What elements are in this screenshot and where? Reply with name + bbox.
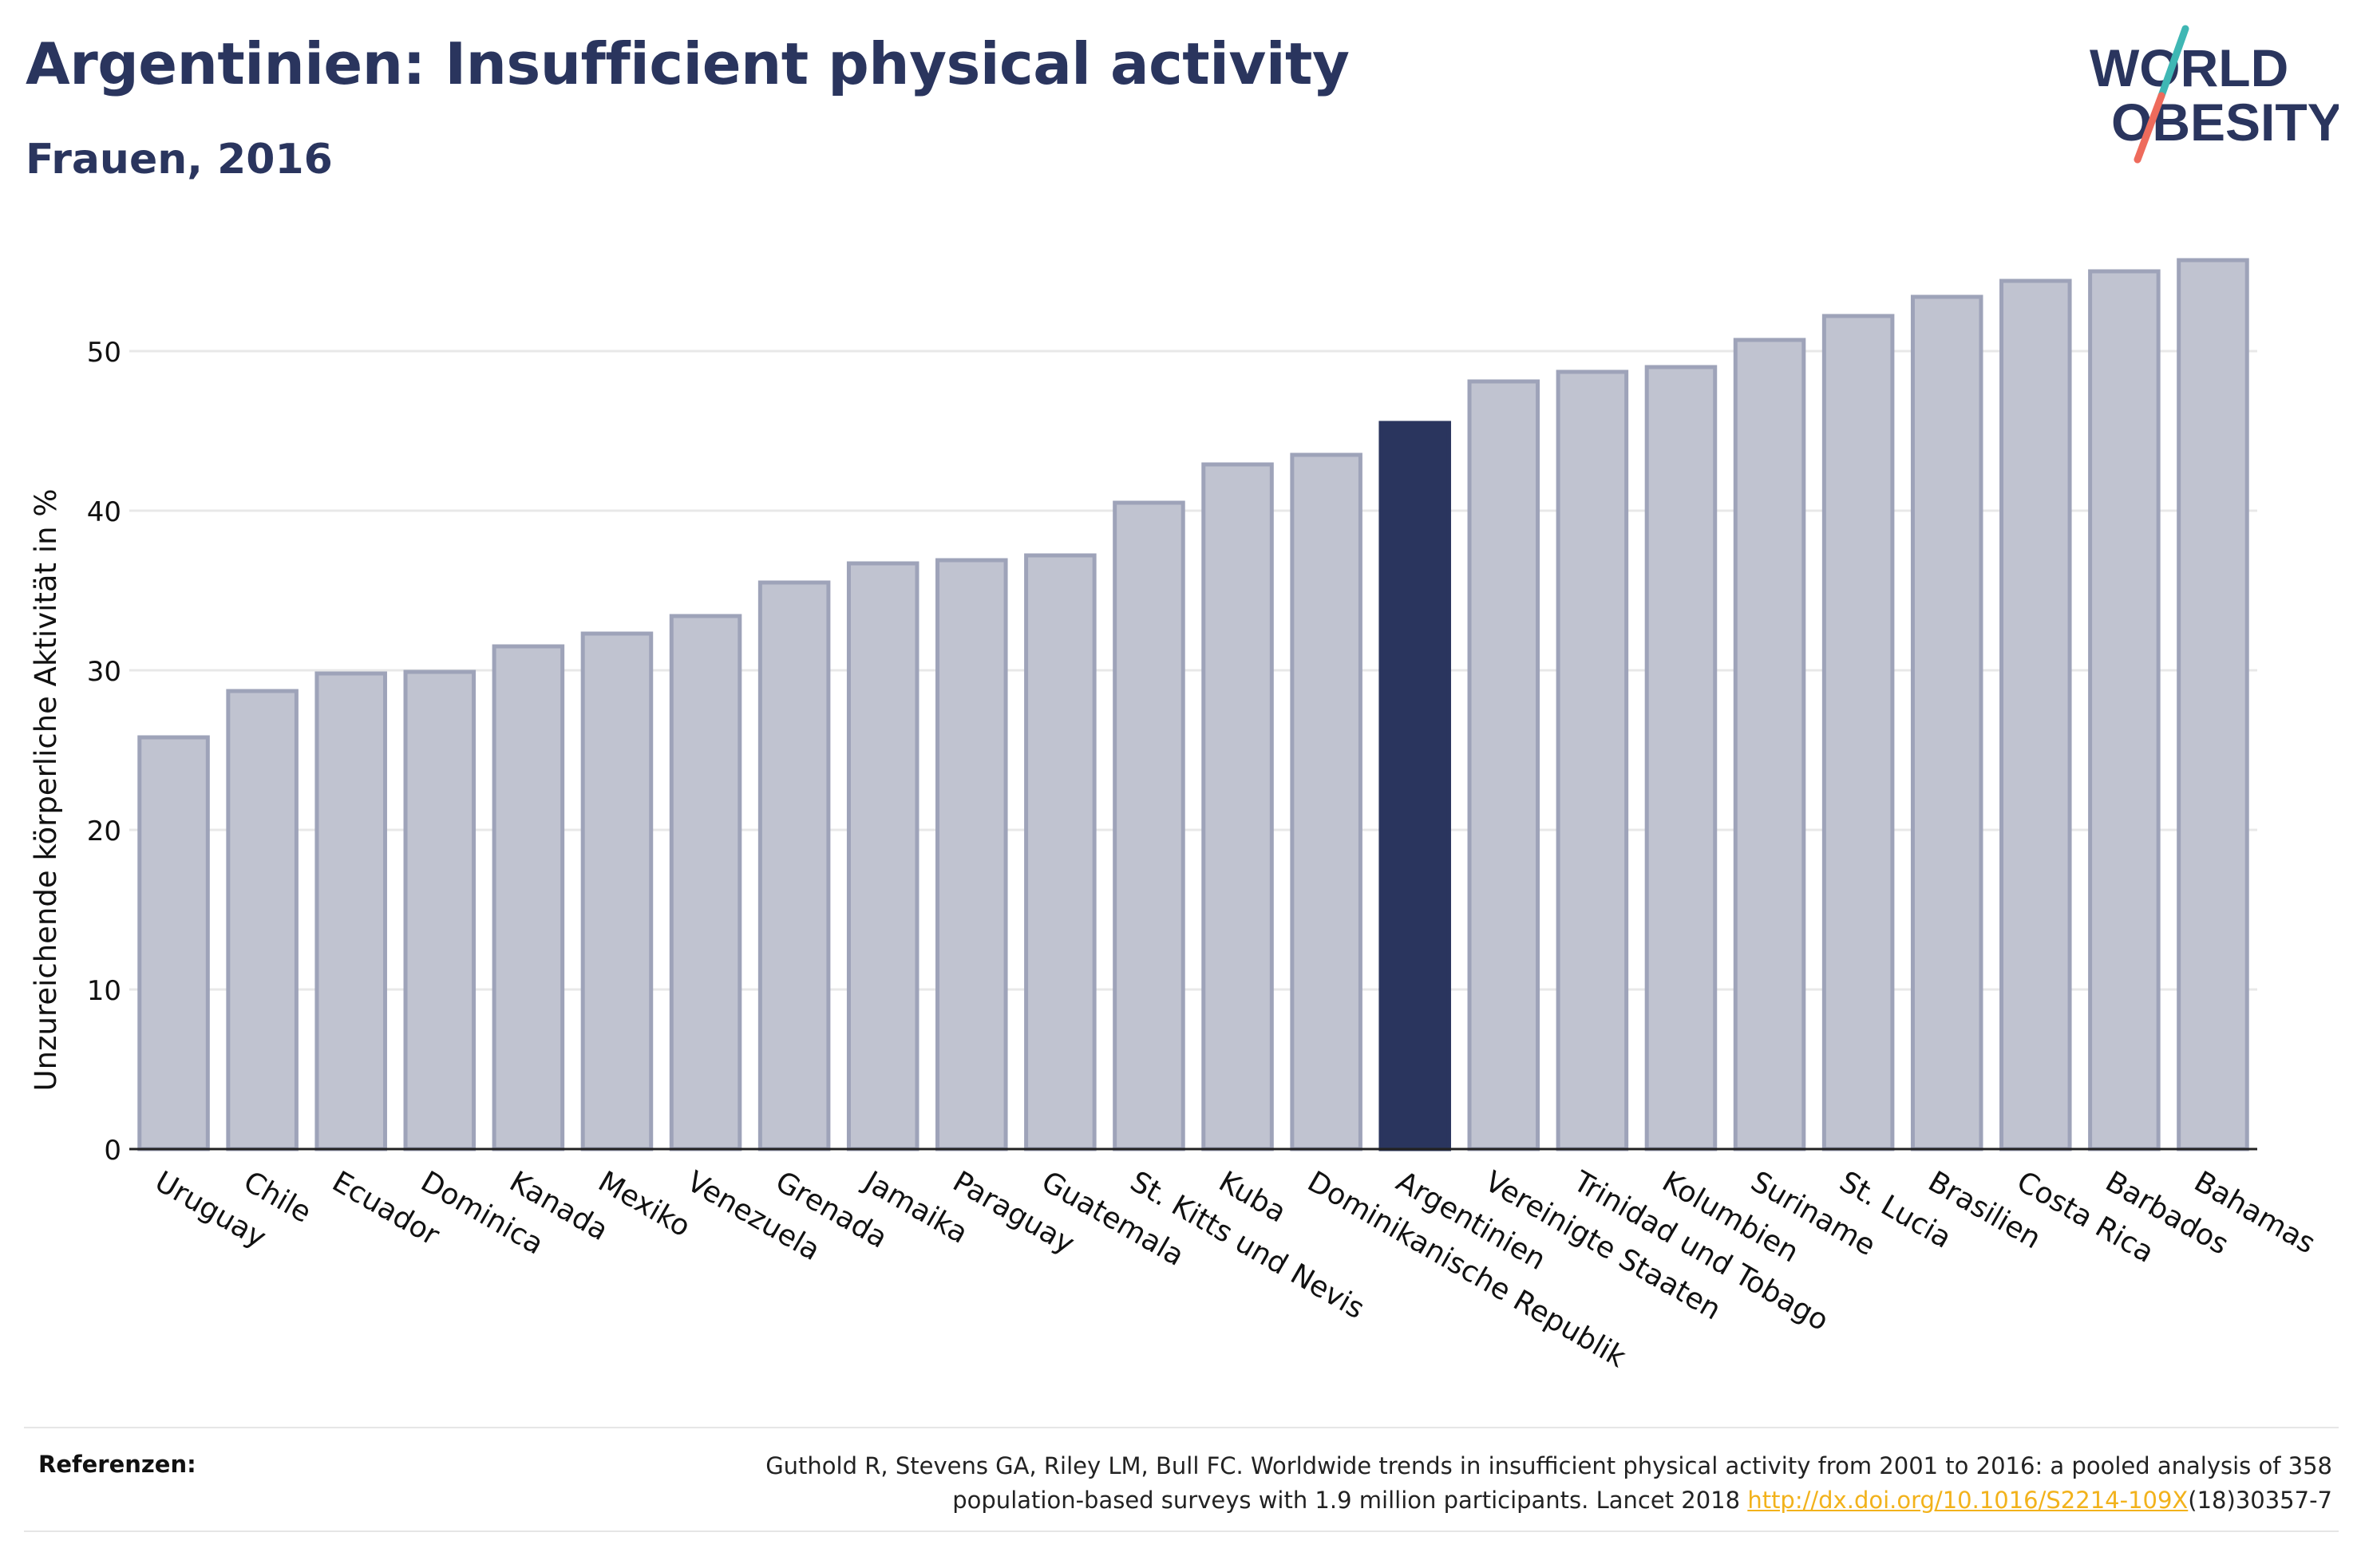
bar-barbados xyxy=(2088,269,2161,1151)
y-tick-label: 0 xyxy=(104,1135,121,1167)
bar-chile xyxy=(226,689,299,1151)
y-tick-labels: 0 10 20 30 40 50 xyxy=(87,337,121,1167)
bar-dominica xyxy=(403,669,477,1151)
y-tick-label: 50 xyxy=(87,337,121,369)
y-tick-label: 20 xyxy=(87,816,121,847)
bar-grenada xyxy=(757,580,831,1151)
bar-uruguay xyxy=(137,735,210,1151)
bar-suriname xyxy=(1733,338,1806,1151)
bar-brasilien xyxy=(1910,294,1983,1151)
y-tick-label: 40 xyxy=(87,496,121,528)
bar-vereinigte-staaten xyxy=(1467,379,1540,1151)
chart-subtitle: Frauen, 2016 xyxy=(26,136,333,184)
references-doi-link[interactable]: http://dx.doi.org/10.1016/S2214-109X xyxy=(1747,1487,2189,1514)
logo-text-world: WORLD xyxy=(2090,38,2288,97)
world-obesity-logo: WORLD OBESITY xyxy=(2090,25,2339,164)
y-tick-label: 10 xyxy=(87,975,121,1007)
references-text: Guthold R, Stevens GA, Riley LM, Bull FC… xyxy=(496,1449,2332,1518)
bar-guatemala xyxy=(1024,553,1097,1151)
bars xyxy=(137,258,2249,1151)
bar-kolumbien xyxy=(1644,365,1718,1151)
bar-ecuador xyxy=(314,671,387,1151)
logo-slash-coral xyxy=(2134,92,2165,164)
references-line-2-suffix: (18)30357-7 xyxy=(2188,1487,2332,1514)
references-label: Referenzen: xyxy=(38,1451,196,1478)
bar-st-lucia xyxy=(1821,314,1895,1151)
bar-kanada xyxy=(492,644,565,1151)
references-line-2-prefix: population-based surveys with 1.9 millio… xyxy=(952,1487,1748,1514)
y-axis-label: Unzureichende körperliche Aktivität in % xyxy=(29,489,63,1092)
bar-dominikanische-republik xyxy=(1290,452,1362,1151)
bar-costa-rica xyxy=(1999,278,2072,1151)
bar-paraguay xyxy=(935,558,1008,1151)
bar-argentinien xyxy=(1378,421,1451,1151)
y-tick-label: 30 xyxy=(87,656,121,688)
bar-jamaika xyxy=(846,561,919,1151)
bar-mexiko xyxy=(580,631,654,1151)
bar-kuba xyxy=(1201,462,1274,1151)
x-tick-label: Mexiko xyxy=(592,1165,695,1243)
logo-slash-teal xyxy=(2157,25,2189,100)
references-panel: Referenzen: Guthold R, Stevens GA, Riley… xyxy=(24,1427,2339,1532)
bar-trinidad-und-tobago xyxy=(1556,369,1629,1151)
bar-venezuela xyxy=(669,614,742,1151)
references-line-1: Guthold R, Stevens GA, Riley LM, Bull FC… xyxy=(765,1452,2332,1479)
bar-bahamas xyxy=(2177,258,2249,1151)
bar-st-kitts-und-nevis xyxy=(1113,500,1185,1151)
chart-title: Argentinien: Insufficient physical activ… xyxy=(26,30,1350,97)
grid-lines xyxy=(129,350,2257,991)
